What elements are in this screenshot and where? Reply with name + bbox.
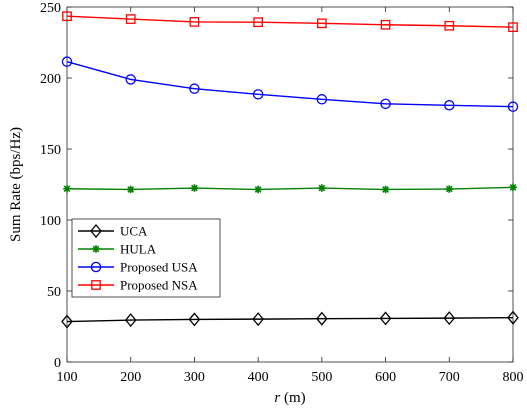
data-point-proposed-usa bbox=[125, 74, 136, 85]
data-point-proposed-nsa bbox=[380, 19, 391, 30]
y-tick-label: 0 bbox=[54, 356, 61, 371]
x-tick-label: 500 bbox=[311, 370, 332, 385]
data-point-proposed-usa bbox=[507, 101, 519, 112]
data-point-proposed-nsa bbox=[444, 20, 455, 31]
y-axis-label: Sum Rate (bps/Hz) bbox=[8, 127, 24, 242]
data-point-proposed-nsa bbox=[189, 17, 200, 27]
data-point-proposed-usa bbox=[252, 89, 264, 100]
y-tick-label: 100 bbox=[40, 214, 61, 229]
series-proposed-usa bbox=[61, 56, 519, 112]
y-tick-label: 200 bbox=[40, 72, 61, 87]
data-point-uca bbox=[61, 314, 73, 329]
legend-label: UCA bbox=[120, 224, 148, 239]
axis-ticks: 100 200 300 400 500 600 700 800 0 50 100 150 200 250 bbox=[40, 1, 524, 385]
x-axis-label-variable: r bbox=[274, 390, 280, 406]
data-point-hula bbox=[126, 185, 135, 194]
legend-label: Proposed NSA bbox=[120, 278, 198, 293]
data-point-proposed-usa bbox=[444, 100, 455, 111]
legend-marker bbox=[90, 223, 102, 239]
plot-area-border bbox=[66, 6, 514, 363]
series-line-proposed-usa bbox=[66, 60, 514, 108]
data-point-hula bbox=[445, 185, 454, 193]
x-tick-label: 300 bbox=[184, 370, 205, 385]
x-axis-label-unit: (m) bbox=[280, 390, 305, 406]
data-point-uca bbox=[507, 310, 519, 325]
legend-marker bbox=[90, 261, 102, 273]
data-point-proposed-usa bbox=[380, 98, 391, 110]
plot-frame bbox=[66, 6, 514, 363]
data-point-proposed-usa bbox=[189, 83, 200, 94]
legend-box bbox=[71, 218, 221, 298]
data-point-hula bbox=[318, 184, 326, 192]
data-point-proposed-nsa bbox=[125, 14, 136, 24]
x-tick-label: 200 bbox=[120, 370, 141, 385]
x-tick-label: 800 bbox=[503, 370, 524, 385]
legend: UCA HULA Proposed USA Proposed NSA bbox=[71, 218, 221, 298]
data-point-uca bbox=[124, 313, 137, 328]
legend-item-hula: HULA bbox=[78, 242, 157, 257]
legend-marker bbox=[92, 245, 100, 253]
y-tick-label: 150 bbox=[40, 143, 61, 158]
y-tick-label: 50 bbox=[47, 285, 61, 300]
data-point-proposed-usa bbox=[61, 56, 73, 67]
x-tick-label: 700 bbox=[439, 370, 460, 385]
series-layer bbox=[61, 11, 519, 329]
data-point-uca bbox=[379, 311, 392, 326]
data-point-proposed-usa bbox=[316, 94, 328, 105]
x-tick-label: 100 bbox=[57, 370, 78, 385]
legend-label: Proposed USA bbox=[120, 260, 198, 275]
data-point-uca bbox=[252, 312, 264, 327]
data-point-hula bbox=[63, 184, 71, 193]
data-point-uca bbox=[316, 311, 328, 326]
data-point-proposed-nsa bbox=[317, 18, 327, 29]
legend-label: HULA bbox=[120, 242, 157, 257]
series-line-uca bbox=[66, 316, 514, 323]
data-point-uca bbox=[188, 312, 201, 327]
legend-item-proposed-usa: Proposed USA bbox=[78, 260, 198, 275]
data-point-proposed-nsa bbox=[62, 11, 72, 22]
data-point-hula bbox=[381, 185, 390, 194]
series-line-hula bbox=[66, 186, 514, 191]
data-point-hula bbox=[190, 184, 199, 192]
data-point-hula bbox=[254, 185, 262, 194]
series-uca bbox=[61, 310, 519, 329]
x-tick-label: 400 bbox=[248, 370, 269, 385]
x-tick-label: 600 bbox=[375, 370, 396, 385]
legend-item-uca: UCA bbox=[78, 224, 148, 239]
series-hula bbox=[63, 183, 517, 194]
legend-marker bbox=[91, 280, 101, 290]
data-point-hula bbox=[509, 183, 517, 192]
data-point-uca bbox=[443, 311, 456, 326]
series-proposed-nsa bbox=[62, 11, 518, 33]
data-point-proposed-nsa bbox=[508, 22, 518, 33]
legend-item-proposed-nsa: Proposed NSA bbox=[78, 278, 198, 293]
data-point-proposed-nsa bbox=[253, 17, 263, 28]
series-line-proposed-nsa bbox=[66, 15, 514, 28]
x-axis-label: r (m) bbox=[274, 390, 305, 406]
y-tick-label: 250 bbox=[40, 1, 61, 16]
